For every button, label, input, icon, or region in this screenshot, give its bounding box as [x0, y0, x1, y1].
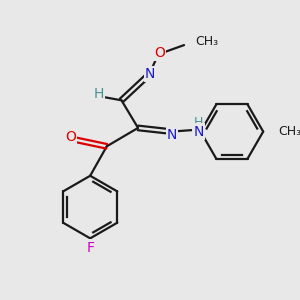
Text: H: H: [93, 87, 104, 101]
Text: O: O: [65, 130, 76, 144]
Text: F: F: [86, 241, 94, 255]
Text: CH₃: CH₃: [195, 35, 218, 48]
Text: N: N: [145, 67, 155, 81]
Text: N: N: [167, 128, 177, 142]
Text: CH₃: CH₃: [278, 125, 300, 138]
Text: O: O: [154, 46, 165, 60]
Text: H: H: [194, 116, 203, 129]
Text: N: N: [194, 124, 204, 139]
